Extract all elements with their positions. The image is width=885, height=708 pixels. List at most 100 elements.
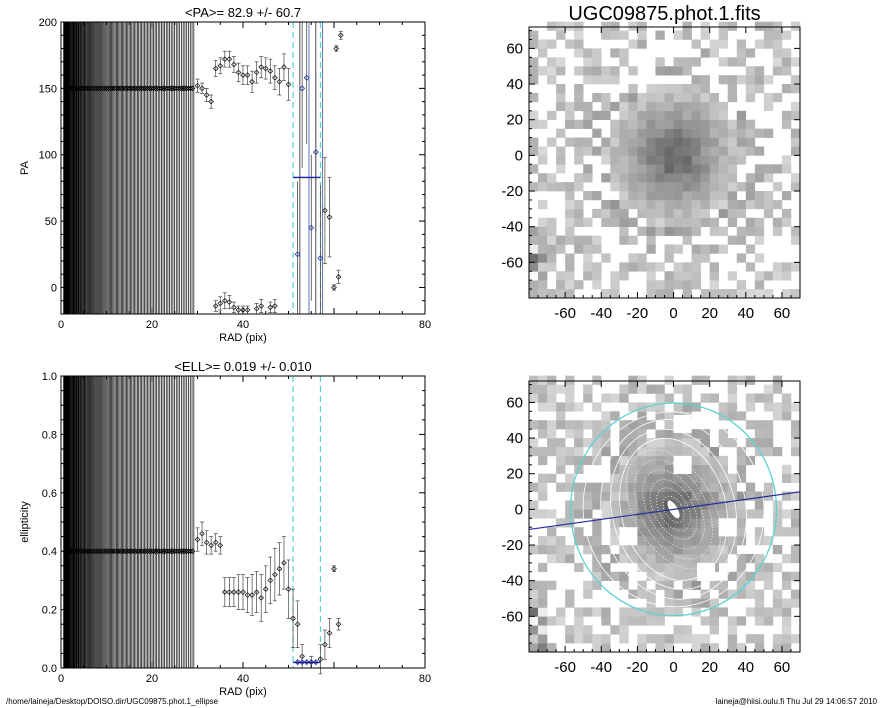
image-pixel (529, 420, 539, 430)
image-pixel (727, 589, 738, 599)
image-pixel (637, 518, 647, 528)
image-pixel (583, 438, 593, 448)
image-pixel (529, 253, 539, 263)
image-pixel (664, 455, 674, 466)
image-pixel (637, 545, 647, 555)
image-pixel (556, 101, 566, 112)
image-pixel (736, 589, 747, 599)
image-pixel (637, 580, 647, 590)
image-pixel (718, 482, 729, 492)
image-pixel (718, 509, 729, 519)
data-point (136, 548, 143, 554)
image-pixel (664, 429, 674, 439)
image-pixel (700, 173, 710, 183)
image-pixel (691, 271, 701, 281)
data-point (97, 85, 104, 92)
image-pixel (700, 482, 710, 492)
image-pixel (619, 634, 629, 644)
image-pixel (538, 509, 548, 519)
image-pixel (628, 128, 638, 138)
data-point (97, 548, 104, 554)
image-pixel (772, 92, 783, 103)
image-pixel (781, 553, 792, 564)
image-pixel (781, 48, 792, 58)
image-pixel (790, 634, 801, 644)
image-pixel (700, 244, 710, 254)
image-pixel (772, 518, 783, 528)
image-pixel (538, 182, 548, 192)
y-tick-label: -60 (501, 254, 523, 271)
image-pixel (637, 375, 647, 385)
image-pixel (592, 482, 602, 492)
image-pixel (664, 155, 674, 165)
image-pixel (628, 455, 638, 466)
image-pixel (574, 92, 584, 103)
galaxy-image (529, 21, 801, 299)
image-pixel (637, 30, 647, 40)
image-pixel (610, 491, 620, 501)
image-pixel (790, 262, 801, 272)
image-pixel (682, 92, 692, 103)
data-point (276, 565, 283, 572)
image-pixel (529, 57, 539, 67)
data-point (253, 69, 260, 76)
image-pixel (709, 182, 719, 192)
image-pixel (655, 634, 665, 644)
image-pixel (547, 75, 557, 85)
image-pixel (538, 66, 548, 76)
data-point (120, 548, 126, 554)
image-pixel (574, 119, 584, 129)
image-pixel (691, 155, 701, 165)
image-pixel (592, 571, 602, 581)
image-pixel (547, 438, 557, 448)
image-pixel (772, 199, 783, 210)
y-tick-label: 0.4 (42, 546, 57, 558)
image-pixel (655, 429, 665, 439)
image-pixel (790, 598, 801, 608)
x-tick-label: 40 (737, 305, 754, 322)
image-pixel (673, 634, 683, 644)
image-pixel (610, 411, 620, 421)
image-pixel (565, 518, 575, 528)
image-pixel (718, 21, 729, 31)
image-pixel (700, 536, 710, 546)
image-pixel (718, 208, 729, 219)
image-pixel (772, 402, 783, 412)
image-pixel (682, 289, 692, 299)
image-pixel (637, 643, 647, 653)
image-pixel (682, 491, 692, 501)
image-pixel (565, 217, 575, 227)
image-pixel (601, 208, 611, 219)
image-pixel (565, 182, 575, 192)
image-pixel (628, 39, 638, 49)
image-pixel (574, 280, 584, 290)
data-point (109, 85, 116, 92)
image-pixel (655, 518, 665, 528)
image-pixel (610, 128, 620, 138)
image-pixel (547, 182, 557, 192)
image-pixel (700, 101, 710, 112)
image-pixel (718, 553, 729, 564)
image-pixel (646, 119, 656, 129)
image-pixel (682, 518, 692, 528)
image-pixel (745, 589, 756, 599)
image-pixel (619, 580, 629, 590)
image-pixel (538, 616, 548, 626)
image-pixel (718, 438, 729, 448)
image-pixel (754, 607, 765, 617)
galaxy-image (529, 375, 801, 653)
image-pixel (790, 527, 801, 537)
data-point (154, 85, 161, 92)
image-pixel (781, 509, 792, 519)
masked-region (673, 414, 692, 433)
image-pixel (547, 262, 557, 272)
image-pixel (763, 420, 774, 430)
image-pixel (583, 191, 593, 201)
image-pixel (754, 21, 765, 31)
image-pixel (538, 589, 548, 599)
data-point (62, 548, 69, 554)
image-pixel (709, 191, 719, 201)
data-point (95, 85, 102, 92)
image-pixel (691, 208, 701, 219)
image-pixel (772, 500, 783, 510)
